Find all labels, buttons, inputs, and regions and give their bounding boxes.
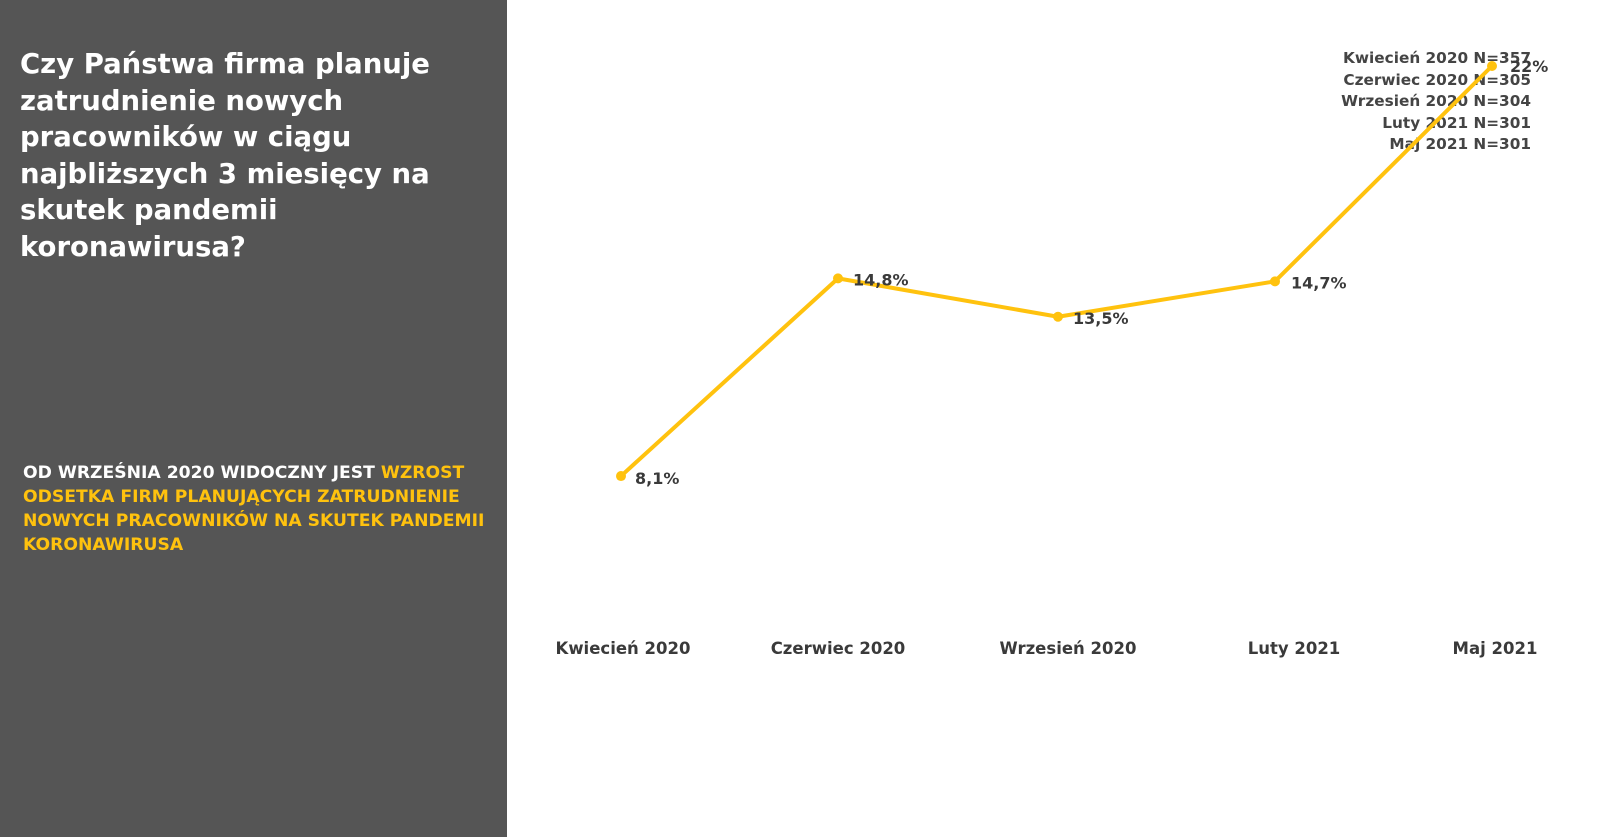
insight-highlight: WZROST ODSETKA FIRM PLANUJĄCYCH ZATRUDNI…	[23, 463, 485, 555]
data-label: 14,8%	[853, 270, 909, 289]
insight-prefix: OD WRZEŚNIA 2020 WIDOCZNY JEST	[23, 463, 381, 483]
sample-size-entry: Wrzesień 2020 N=304	[1341, 92, 1531, 110]
data-point	[1487, 61, 1497, 71]
data-label: 14,7%	[1291, 273, 1347, 292]
insight-text: OD WRZEŚNIA 2020 WIDOCZNY JEST WZROST OD…	[23, 461, 493, 557]
series-line	[619, 64, 1494, 479]
sample-size-entry: Kwiecień 2020 N=357	[1343, 49, 1531, 67]
data-point	[616, 471, 626, 482]
sample-size-legend: Kwiecień 2020 N=357 Czerwiec 2020 N=305 …	[1341, 48, 1531, 156]
sample-size-entry: Luty 2021 N=301	[1382, 113, 1531, 132]
data-label: 13,5%	[1073, 309, 1129, 328]
data-point	[1270, 276, 1280, 287]
question-title: Czy Państwa firma planuje zatrudnienie n…	[20, 48, 430, 263]
x-tick-label: Czerwiec 2020	[771, 639, 906, 658]
sample-size-entry: Maj 2021 N=301	[1389, 135, 1531, 153]
data-label: 8,1%	[635, 469, 679, 488]
data-point	[1053, 311, 1063, 322]
data-label: 22%	[1510, 57, 1548, 76]
data-point	[833, 273, 843, 284]
left-panel: Czy Państwa firma planuje zatrudnienie n…	[0, 0, 507, 837]
x-tick-label: Maj 2021	[1453, 639, 1538, 658]
x-tick-label: Kwiecień 2020	[556, 639, 691, 658]
x-tick-label: Wrzesień 2020	[1000, 639, 1137, 658]
x-tick-label: Luty 2021	[1248, 639, 1341, 658]
